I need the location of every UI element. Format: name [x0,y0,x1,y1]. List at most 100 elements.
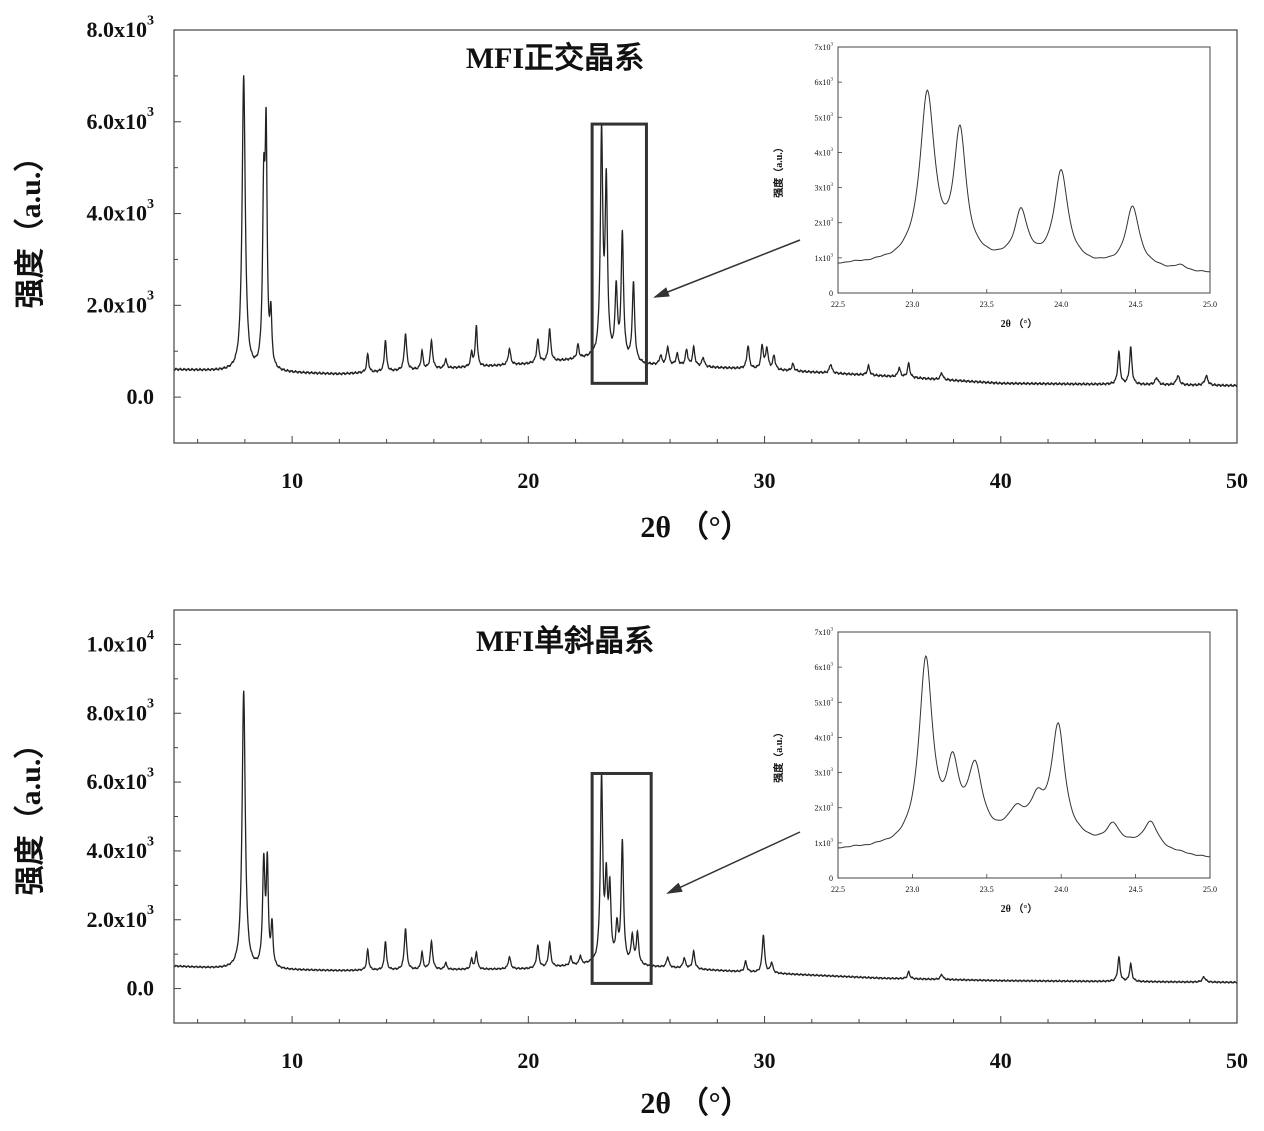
y-tick-label: 2.0x103 [87,289,155,318]
inset-series-line [837,89,1211,273]
y-tick-label-exponent: 3 [147,903,154,918]
inset-chart: 22.5 23.0 23.5 24.0 24.5 25.001x1032x1033x103… [772,628,1217,916]
inset-y-tick-label: 2x103 [815,218,834,228]
inset-y-tick-label-mantissa: 3x10 [815,769,831,778]
x-tick-label: 30 [754,468,776,493]
x-tick-label: 50 [1226,468,1248,493]
inset-x-tick-label: 25.0 [1203,300,1217,309]
y-tick-label-exponent: 3 [147,289,154,304]
inset-y-tick-label-exponent: 3 [831,733,834,738]
inset-y-tick-label: 5x103 [815,698,834,708]
inset-y-tick-label: 4x103 [815,733,834,743]
y-axis-title: 强度（a.u.） [13,142,47,309]
y-axis-title: 强度（a.u.） [13,729,47,896]
inset-y-tick-label-exponent: 3 [831,253,834,258]
inset-x-tick-label: 24.5 [1129,885,1143,894]
zoom-arrow [666,831,801,894]
zoom-region-box [590,122,648,385]
xrd-series-line [173,690,1238,984]
y-tick-label-mantissa: 1.0x10 [87,631,148,656]
inset-y-tick-label-exponent: 3 [831,628,834,633]
x-tick-label: 40 [990,468,1012,493]
x-axis-title: 2θ （°） [640,510,750,544]
inset-y-tick-label-mantissa: 1x10 [815,839,831,848]
inset-y-tick-label-exponent: 3 [831,663,834,668]
y-tick-label-exponent: 4 [147,628,154,643]
inset-x-axis-title: 2θ （°） [1001,317,1038,330]
y-tick-label-mantissa: 0.0 [127,384,155,409]
y-tick-label-mantissa: 0.0 [127,976,155,1001]
y-tick-label: 6.0x103 [87,765,155,794]
inset-x-tick-label: 23.5 [980,300,994,309]
inset-y-tick-label-exponent: 3 [831,768,834,773]
inset-y-tick-label: 4x103 [815,148,834,158]
y-tick-label: 6.0x103 [87,105,155,134]
inset-y-tick-label-exponent: 3 [831,218,834,223]
inset-series-line [837,654,1211,858]
inset-y-tick-label: 2x103 [815,803,834,813]
inset-y-tick-label-exponent: 3 [831,838,834,843]
y-tick-label-exponent: 3 [147,105,154,120]
y-tick-label-exponent: 3 [147,13,154,28]
y-tick-label-mantissa: 6.0x10 [87,109,148,134]
y-tick-label-mantissa: 4.0x10 [87,838,148,863]
inset-y-tick-label: 6x103 [815,663,834,673]
y-tick-label: 2.0x103 [87,903,155,932]
inset-y-tick-label-exponent: 3 [831,803,834,808]
xrd-series-line [173,75,1238,388]
y-tick-label-mantissa: 4.0x10 [87,201,148,226]
y-tick-label: 1.0x104 [87,628,155,657]
inset-x-tick-label: 24.0 [1054,300,1068,309]
y-tick-label: 4.0x103 [87,197,155,226]
y-tick-label: 4.0x103 [87,834,155,863]
x-axis-title: 2θ （°） [640,1086,750,1120]
inset-y-tick-label: 1x103 [815,253,834,263]
inset-x-tick-label: 23.0 [905,300,919,309]
plot-frame [173,29,1238,444]
y-tick-label: 0.0 [127,976,155,1001]
inset-y-tick-label-mantissa: 6x10 [815,78,831,87]
chart-panel-monoclinic: 10 20 30 40 500.02.0x1034.0x1036.0x1038.0x10… [13,609,1248,1120]
y-tick-label-mantissa: 8.0x10 [87,17,148,42]
y-tick-label-mantissa: 8.0x10 [87,700,148,725]
inset-y-tick-label-exponent: 3 [831,113,834,118]
inset-x-tick-label: 22.5 [831,885,845,894]
y-tick-label-exponent: 3 [147,765,154,780]
inset-y-tick-label-exponent: 3 [831,183,834,188]
x-tick-label: 20 [517,468,539,493]
inset-y-tick-label-mantissa: 4x10 [815,148,831,157]
inset-y-tick-label: 3x103 [815,768,834,778]
y-tick-label-mantissa: 2.0x10 [87,292,148,317]
inset-y-tick-label: 5x103 [815,113,834,123]
inset-y-tick-label: 1x103 [815,838,834,848]
inset-y-axis-title: 强度（a.u.） [772,142,785,198]
inset-y-tick-label-mantissa: 5x10 [815,698,831,707]
inset-y-tick-label-exponent: 3 [831,78,834,83]
x-tick-label: 20 [517,1048,539,1073]
x-tick-label: 10 [281,468,303,493]
inset-y-tick-label: 7x103 [815,628,834,638]
inset-y-tick-label: 0 [829,289,833,298]
panel-title: MFI单斜晶系 [476,625,654,658]
inset-y-tick-label-mantissa: 1x10 [815,254,831,263]
panel-title: MFI正交晶系 [466,41,644,75]
inset-x-tick-label: 23.0 [905,885,919,894]
inset-x-tick-label: 24.5 [1129,300,1143,309]
inset-y-tick-label-exponent: 3 [831,148,834,153]
inset-y-tick-label-mantissa: 0 [829,289,833,298]
y-tick-label-exponent: 3 [147,697,154,712]
x-tick-label: 30 [754,1048,776,1073]
inset-y-axis-title: 强度（a.u.） [772,727,785,783]
inset-frame [837,631,1211,879]
inset-y-tick-label-mantissa: 2x10 [815,219,831,228]
zoom-region-box [590,771,653,985]
inset-y-tick-label-exponent: 3 [831,698,834,703]
inset-y-tick-label: 6x103 [815,78,834,88]
x-tick-label: 40 [990,1048,1012,1073]
inset-y-tick-label-exponent: 3 [831,43,834,48]
x-tick-label: 50 [1226,1048,1248,1073]
inset-y-tick-label: 3x103 [815,183,834,193]
inset-y-tick-label-mantissa: 2x10 [815,804,831,813]
inset-y-tick-label-mantissa: 6x10 [815,663,831,672]
zoom-arrow [653,239,801,298]
